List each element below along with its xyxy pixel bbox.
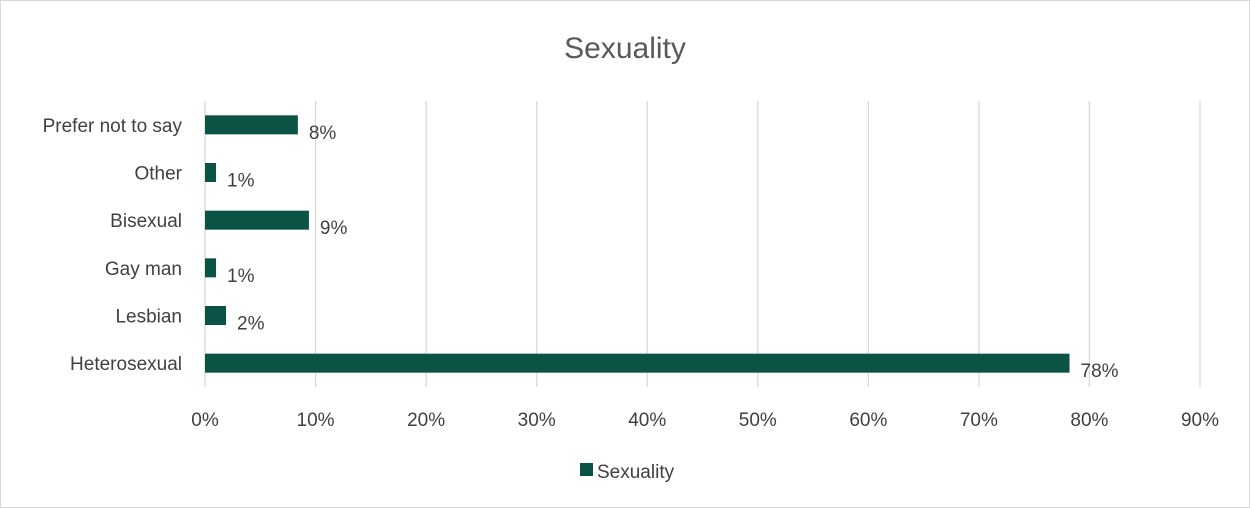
category-label: Prefer not to say [43,116,183,137]
data-label: 1% [227,171,255,192]
data-label: 9% [320,218,348,239]
y-axis-categories: Heterosexual Lesbian Gay man Bisexual Other P… [43,116,183,375]
x-tick-label: 30% [518,410,556,431]
legend-swatch [580,463,593,476]
category-label: Heterosexual [70,354,182,375]
chart-title: Sexuality [564,32,686,65]
legend-label: Sexuality [597,462,675,483]
x-tick-label: 60% [849,410,887,431]
category-label: Lesbian [115,307,182,328]
data-label: 1% [227,266,255,287]
gridlines [204,101,1201,387]
data-label: 78% [1081,361,1119,382]
category-label: Bisexual [110,211,182,232]
x-tick-label: 0% [191,410,219,431]
x-tick-label: 20% [407,410,445,431]
bar [205,306,227,325]
bar [205,210,309,230]
x-tick-label: 40% [628,410,666,431]
bar [205,353,1070,373]
data-label: 2% [237,314,265,335]
x-tick-label: 80% [1070,410,1108,431]
bar [205,115,298,135]
data-label: 8% [309,123,337,144]
x-tick-label: 50% [739,410,777,431]
category-label: Gay man [105,259,182,280]
x-tick-label: 90% [1181,410,1219,431]
bars [205,115,1070,373]
bar [205,163,217,182]
category-label: Other [134,164,182,185]
data-labels: 78% 2% 1% 9% 1% 8% [227,123,1119,382]
legend: Sexuality [580,462,675,483]
x-tick-label: 70% [960,410,998,431]
bar [205,258,217,278]
x-tick-label: 10% [297,410,335,431]
x-axis-ticks: 0% 10% 20% 30% 40% 50% 60% 70% 80% 90% [191,410,1219,431]
